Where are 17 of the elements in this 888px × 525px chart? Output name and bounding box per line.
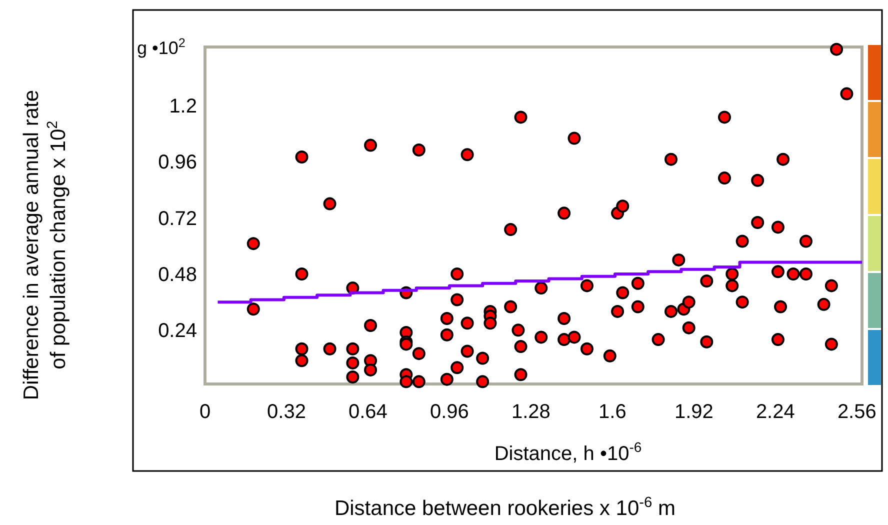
x-tick-label: 2.56 — [837, 401, 876, 423]
x-tick-label: 1.6 — [598, 401, 626, 423]
x-tick-label: 0 — [199, 401, 211, 423]
y-tick-label: 0.24 — [158, 320, 197, 342]
x-axis-title: Distance between rookeries x 10$^{-6}$ m — [334, 495, 676, 520]
x-tick-label: 1.92 — [674, 401, 714, 423]
x-tick-label: 2.24 — [756, 401, 795, 423]
y-tick-label: 1.2 — [169, 96, 197, 118]
text: Distance, h •10$^{-6}$ — [494, 439, 642, 465]
x-tick-label: 1.28 — [511, 401, 550, 423]
y-tick-label: 0.72 — [158, 208, 197, 230]
y-tick-label: 0.96 — [158, 152, 197, 174]
x-tick-label: 0.32 — [267, 401, 306, 423]
text: g •10$^{2}$ — [137, 36, 186, 58]
x-tick-label: 0.96 — [430, 401, 469, 423]
x-tick-label: 0.64 — [348, 401, 388, 423]
y-tick-label: 0.48 — [158, 264, 197, 286]
